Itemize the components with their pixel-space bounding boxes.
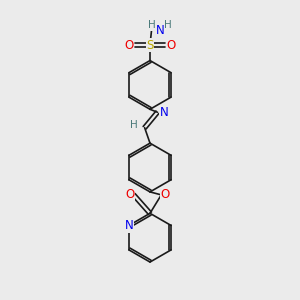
Text: O: O <box>124 39 134 52</box>
Text: O: O <box>160 188 170 201</box>
Text: O: O <box>125 188 135 201</box>
Text: S: S <box>146 39 154 52</box>
Text: N: N <box>160 106 168 119</box>
Text: H: H <box>148 20 156 31</box>
Text: N: N <box>124 219 133 232</box>
Text: O: O <box>166 39 176 52</box>
Text: H: H <box>164 20 172 30</box>
Text: H: H <box>130 120 138 130</box>
Text: N: N <box>156 24 164 37</box>
